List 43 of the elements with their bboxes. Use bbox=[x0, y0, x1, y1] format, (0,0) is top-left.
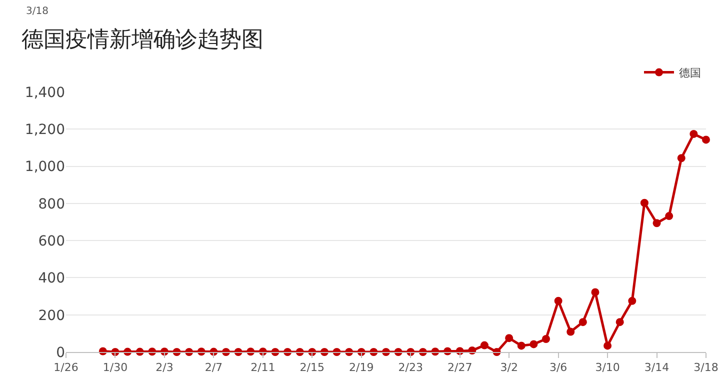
point bbox=[542, 335, 550, 343]
y-tick-label: 400 bbox=[38, 270, 65, 287]
point bbox=[591, 288, 600, 296]
x-tick-label: 2/23 bbox=[398, 361, 423, 374]
chart-title: 德国疫情新增确诊趋势图 bbox=[22, 27, 264, 52]
point bbox=[640, 198, 648, 207]
point bbox=[566, 328, 575, 336]
x-tick-label: 3/2 bbox=[500, 361, 518, 374]
point bbox=[690, 130, 698, 138]
point bbox=[616, 318, 624, 326]
x-tick-label: 2/3 bbox=[156, 361, 174, 374]
y-tick-label: 200 bbox=[38, 308, 65, 324]
x-tick-label: 3/14 bbox=[644, 361, 670, 374]
point bbox=[652, 219, 661, 228]
point bbox=[702, 136, 710, 144]
point bbox=[677, 154, 686, 162]
x-tick-label: 2/15 bbox=[300, 361, 324, 374]
y-tick-label: 600 bbox=[38, 233, 65, 250]
point bbox=[628, 296, 636, 305]
x-tick-label: 2/27 bbox=[448, 361, 472, 374]
x-tick-label: 2/19 bbox=[349, 361, 374, 374]
point bbox=[480, 341, 488, 350]
point bbox=[578, 318, 587, 326]
point bbox=[517, 342, 526, 350]
x-tick-label: 3/18 bbox=[694, 361, 718, 374]
y-tick-label: 1,000 bbox=[24, 159, 65, 176]
x-tick-label: 1/30 bbox=[102, 361, 128, 374]
text: 3/18 bbox=[26, 6, 48, 17]
y-tick-label: 800 bbox=[38, 196, 65, 212]
x-tick-label: 2/11 bbox=[250, 361, 276, 374]
point bbox=[604, 342, 612, 350]
point bbox=[554, 296, 562, 305]
y-tick-label: 1,400 bbox=[24, 84, 65, 101]
x-tick-label: 1/26 bbox=[54, 361, 78, 374]
x-tick-label: 2/7 bbox=[204, 361, 223, 374]
y-tick-label: 1,200 bbox=[24, 122, 65, 138]
legend-label: 德国 bbox=[679, 66, 701, 80]
point bbox=[665, 212, 674, 220]
x-tick-label: 3/6 bbox=[549, 361, 568, 374]
point bbox=[505, 334, 514, 342]
x-tick-label: 3/10 bbox=[595, 361, 620, 374]
point bbox=[530, 340, 538, 348]
y-tick-label: 0 bbox=[56, 344, 65, 361]
